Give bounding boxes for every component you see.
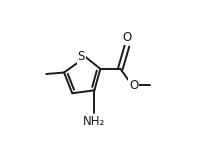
Text: S: S [77, 50, 85, 63]
Text: NH₂: NH₂ [83, 115, 106, 128]
Text: O: O [122, 31, 132, 44]
Text: O: O [129, 79, 138, 92]
